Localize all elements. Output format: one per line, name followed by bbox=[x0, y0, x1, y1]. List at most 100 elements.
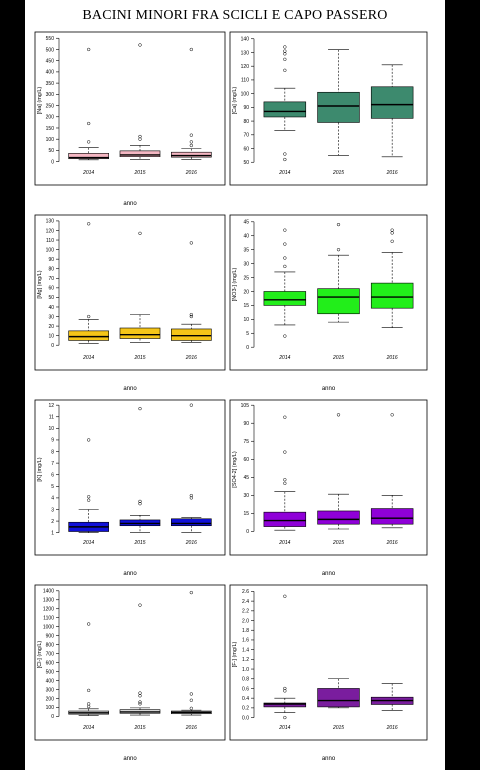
y-tick-label: 60 bbox=[243, 457, 249, 463]
y-tick-label: 1300 bbox=[43, 598, 54, 604]
x-tick-label: 2016 bbox=[185, 725, 197, 731]
x-tick-label: 2015 bbox=[133, 170, 145, 176]
outlier-point bbox=[189, 496, 193, 500]
outlier-point bbox=[138, 691, 142, 695]
outlier-point bbox=[87, 438, 91, 442]
outlier-point bbox=[283, 228, 287, 232]
y-tick-label: 120 bbox=[46, 228, 55, 234]
outlier-point bbox=[283, 68, 287, 72]
figure-title: BACINI MINORI FRA SCICLI E CAPO PASSERO bbox=[82, 8, 388, 23]
y-tick-label: 450 bbox=[46, 58, 55, 64]
y-tick-label: 1200 bbox=[43, 607, 54, 613]
y-tick-label: 12 bbox=[48, 403, 54, 409]
outlier-point bbox=[283, 481, 287, 485]
x-tick-label: 2016 bbox=[386, 170, 398, 176]
y-axis-label: [Na] (mg/L) bbox=[37, 87, 43, 115]
y-tick-label: 350 bbox=[46, 81, 55, 87]
outlier-point bbox=[189, 698, 193, 702]
outlier-point bbox=[336, 222, 341, 227]
box-2014 bbox=[68, 153, 109, 160]
outlier-point bbox=[87, 47, 91, 52]
outlier-point bbox=[283, 715, 287, 720]
y-tick-label: 90 bbox=[48, 257, 54, 263]
y-tick-label: 25 bbox=[243, 275, 249, 281]
y-axis-label: [Ca] (mg/L) bbox=[232, 87, 238, 115]
outlier-point bbox=[138, 134, 142, 139]
outlier-point bbox=[87, 622, 91, 626]
y-tick-label: 0 bbox=[51, 714, 54, 720]
x-axis-label: anno bbox=[123, 756, 137, 762]
panel-frame bbox=[34, 584, 226, 741]
y-tick-label: 300 bbox=[46, 92, 55, 98]
outlier-point bbox=[189, 314, 193, 319]
box-2016 bbox=[171, 151, 212, 158]
x-tick-label: 2014 bbox=[82, 355, 94, 361]
x-tick-label: 2014 bbox=[278, 540, 290, 546]
y-tick-label: 1.6 bbox=[242, 638, 249, 644]
outlier-point bbox=[189, 140, 193, 144]
y-tick-label: 0.6 bbox=[242, 686, 249, 692]
y-tick-label: 130 bbox=[46, 219, 55, 225]
y-tick-label: 400 bbox=[46, 678, 55, 684]
outlier-point bbox=[87, 704, 91, 709]
y-tick-label: 20 bbox=[48, 324, 54, 330]
outlier-point bbox=[87, 314, 91, 319]
outlier-point bbox=[87, 121, 91, 126]
y-tick-label: 10 bbox=[48, 426, 54, 432]
y-tick-label: 2.6 bbox=[242, 589, 249, 595]
x-axis-label: anno bbox=[123, 571, 137, 577]
outlier-point bbox=[189, 493, 193, 498]
y-tick-label: 2 bbox=[51, 519, 54, 525]
box-2014 bbox=[263, 702, 307, 708]
outlier-point bbox=[138, 406, 142, 411]
outlier-point bbox=[336, 248, 341, 252]
x-tick-label: 2015 bbox=[332, 540, 344, 546]
y-tick-label: 0 bbox=[246, 345, 249, 351]
outlier-point bbox=[283, 57, 287, 61]
y-tick-label: 45 bbox=[243, 475, 249, 481]
y-tick-label: 800 bbox=[46, 642, 55, 648]
y-tick-label: 5 bbox=[51, 484, 54, 490]
x-tick-label: 2016 bbox=[185, 540, 197, 546]
y-tick-label: 9 bbox=[51, 438, 54, 444]
x-axis-label: anno bbox=[322, 571, 336, 577]
y-tick-label: 80 bbox=[243, 119, 249, 125]
figure-sheet: BACINI MINORI FRA SCICLI E CAPO PASSERO … bbox=[25, 0, 445, 770]
y-tick-label: 11 bbox=[49, 415, 54, 421]
outlier-point bbox=[189, 706, 193, 710]
y-tick-label: 30 bbox=[243, 261, 249, 267]
y-tick-label: 15 bbox=[243, 303, 249, 309]
y-tick-label: 1 bbox=[51, 530, 54, 536]
outlier-point bbox=[87, 140, 91, 144]
outlier-point bbox=[283, 45, 287, 49]
outlier-point bbox=[189, 143, 193, 148]
box-2016 bbox=[370, 86, 414, 119]
y-tick-label: 0.2 bbox=[242, 706, 249, 712]
outlier-point bbox=[283, 264, 287, 269]
y-tick-label: 6 bbox=[51, 473, 54, 479]
chart-panel-6: 0 15 30 45 60 75 90 105 [SO4-2] (mg/L) 2014 2015 20… bbox=[229, 399, 428, 577]
y-tick-label: 130 bbox=[241, 50, 250, 56]
outlier-point bbox=[189, 590, 193, 595]
x-tick-label: 2014 bbox=[278, 725, 290, 731]
y-tick-label: 500 bbox=[46, 669, 55, 675]
outlier-point bbox=[189, 692, 193, 696]
y-tick-label: 45 bbox=[243, 220, 249, 226]
y-tick-label: 0.4 bbox=[242, 696, 249, 702]
y-tick-label: 10 bbox=[243, 317, 249, 323]
outlier-point bbox=[189, 241, 193, 245]
y-axis-label: [Cl-] (mg/L) bbox=[37, 641, 43, 669]
y-tick-label: 50 bbox=[48, 148, 54, 154]
y-tick-label: 2.4 bbox=[242, 599, 249, 605]
box-2015 bbox=[317, 91, 360, 123]
y-tick-label: 110 bbox=[46, 238, 54, 244]
y-tick-label: 35 bbox=[243, 247, 249, 253]
x-tick-label: 2014 bbox=[82, 170, 94, 176]
outlier-point bbox=[189, 133, 193, 137]
y-tick-label: 200 bbox=[46, 115, 55, 121]
chart-panel-1: 0 50 100 150 200 250 300 350 400 450 500 550 [Na] (m… bbox=[34, 31, 226, 207]
y-tick-label: 8 bbox=[51, 449, 54, 455]
y-tick-label: 105 bbox=[241, 403, 250, 409]
y-tick-label: 1400 bbox=[43, 589, 54, 595]
